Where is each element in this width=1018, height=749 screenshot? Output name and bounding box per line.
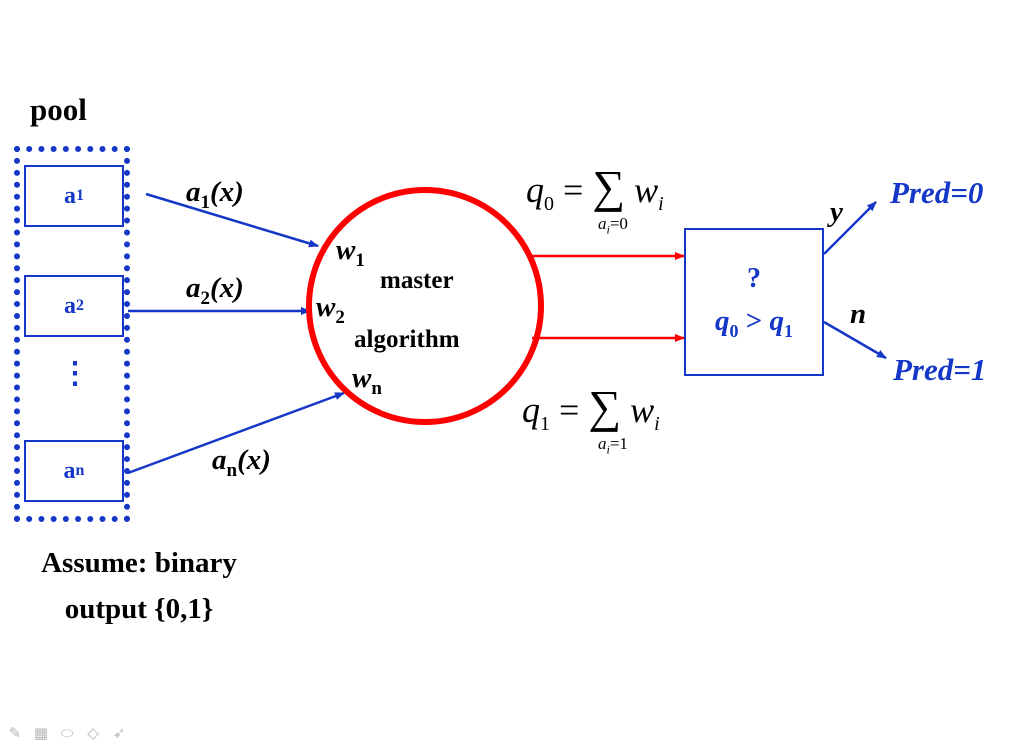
prediction-0: Pred=0	[890, 175, 984, 210]
formula-q1-condition: ai=1	[598, 434, 628, 457]
formula-q0-condition: ai=0	[598, 214, 628, 237]
formula-q1: q1 = ∑ wi	[522, 381, 660, 436]
decision-box: ? q0 > q1	[684, 228, 824, 376]
prediction-1: Pred=1	[893, 352, 987, 387]
decision-comparison: q0 > q1	[714, 304, 794, 341]
branch-yes-label: y	[830, 196, 843, 228]
pool-ellipsis: ⋮	[60, 357, 90, 390]
weight-w1: w1	[336, 234, 365, 271]
arrow-no-branch	[823, 320, 887, 360]
input-label-a1: a1(x)	[186, 176, 244, 213]
weight-w2: w2	[316, 291, 345, 328]
pointer-icon[interactable]: ➶	[112, 724, 126, 742]
eraser-icon[interactable]: ⬭	[60, 724, 74, 742]
pool-title: pool	[30, 92, 87, 127]
input-label-a2: a2(x)	[186, 272, 244, 309]
assumption-line2: output {0,1}	[64, 593, 214, 625]
master-label-line2: algorithm	[354, 326, 460, 353]
arrow-yes-branch	[823, 201, 877, 255]
formula-q0: q0 = ∑ wi	[526, 161, 664, 216]
branch-no-label: n	[850, 298, 867, 330]
highlighter-icon[interactable]: ◇	[87, 724, 99, 742]
pool-box	[14, 146, 130, 522]
grid-icon[interactable]: ▦	[33, 724, 49, 742]
pen-icon[interactable]: ✎	[8, 724, 22, 742]
assumption-line1: Assume: binary	[41, 547, 237, 579]
weight-wn: wn	[352, 362, 382, 399]
presentation-toolbar: ✎ ▦ ⬭ ◇ ➶	[6, 724, 128, 742]
arrow-an-to-master	[127, 391, 345, 475]
arrow-a1-to-master	[145, 192, 319, 248]
master-label-line1: master	[380, 267, 454, 294]
decision-question: ?	[747, 262, 761, 294]
master-circle	[306, 187, 544, 425]
input-label-an: an(x)	[212, 444, 271, 481]
assumption-text: Assume: binary output {0,1}	[14, 540, 264, 632]
